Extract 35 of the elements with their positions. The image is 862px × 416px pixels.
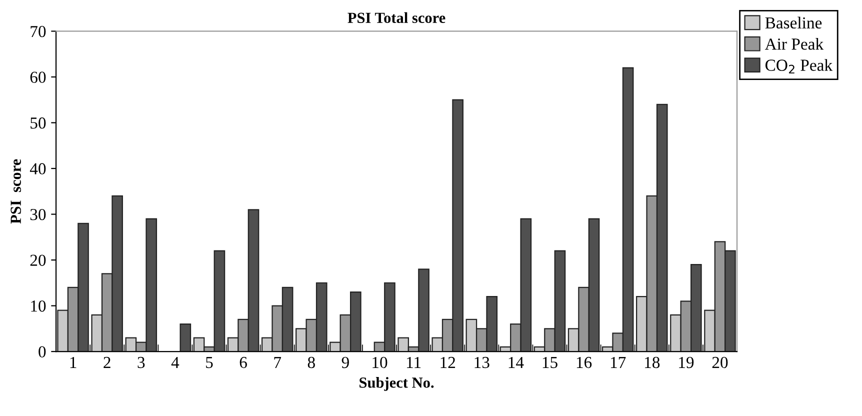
y-tick-label: 0 — [38, 346, 46, 358]
y-tick-label: 60 — [30, 72, 46, 83]
y-tick-label: 50 — [30, 117, 46, 129]
x-tick-label: 6 — [240, 356, 247, 368]
x-tick-label: 17 — [610, 356, 626, 368]
legend-label: CO$_{2}$ Peak — [765, 59, 833, 74]
y-tick-label: 20 — [30, 254, 46, 266]
x-tick-label: 11 — [406, 356, 421, 368]
x-tick-label: 20 — [712, 356, 728, 368]
x-tick-label: 12 — [440, 356, 456, 368]
chart-title: PSI Total score — [348, 12, 446, 24]
x-tick-label: 16 — [576, 356, 592, 368]
x-tick-label: 15 — [542, 356, 558, 368]
x-axis-title: Subject No. — [360, 377, 434, 391]
x-tick-label: 14 — [508, 356, 524, 368]
x-tick-label: 9 — [342, 356, 349, 368]
x-tick-label: 3 — [138, 356, 145, 368]
x-tick-label: 5 — [206, 357, 213, 368]
legend-label: Baseline — [765, 16, 822, 29]
x-tick-label: 10 — [372, 356, 388, 368]
x-tick-label: 1 — [70, 356, 76, 368]
x-tick-label: 2 — [104, 356, 110, 368]
x-tick-label: 7 — [274, 357, 282, 368]
y-tick-label: 30 — [30, 208, 46, 220]
x-tick-label: 19 — [679, 356, 694, 368]
x-tick-label: 4 — [171, 356, 180, 368]
x-tick-label: 8 — [308, 356, 315, 368]
bar — [180, 324, 192, 352]
y-tick-label: 40 — [30, 163, 46, 174]
y-tick-label: 10 — [31, 300, 46, 312]
x-tick-label: 18 — [645, 356, 660, 368]
y-axis-title: PSI score — [10, 159, 21, 224]
y-tick-label: 70 — [30, 26, 46, 38]
legend-label: Air Peak — [764, 38, 824, 50]
x-tick-label: 13 — [474, 356, 490, 368]
